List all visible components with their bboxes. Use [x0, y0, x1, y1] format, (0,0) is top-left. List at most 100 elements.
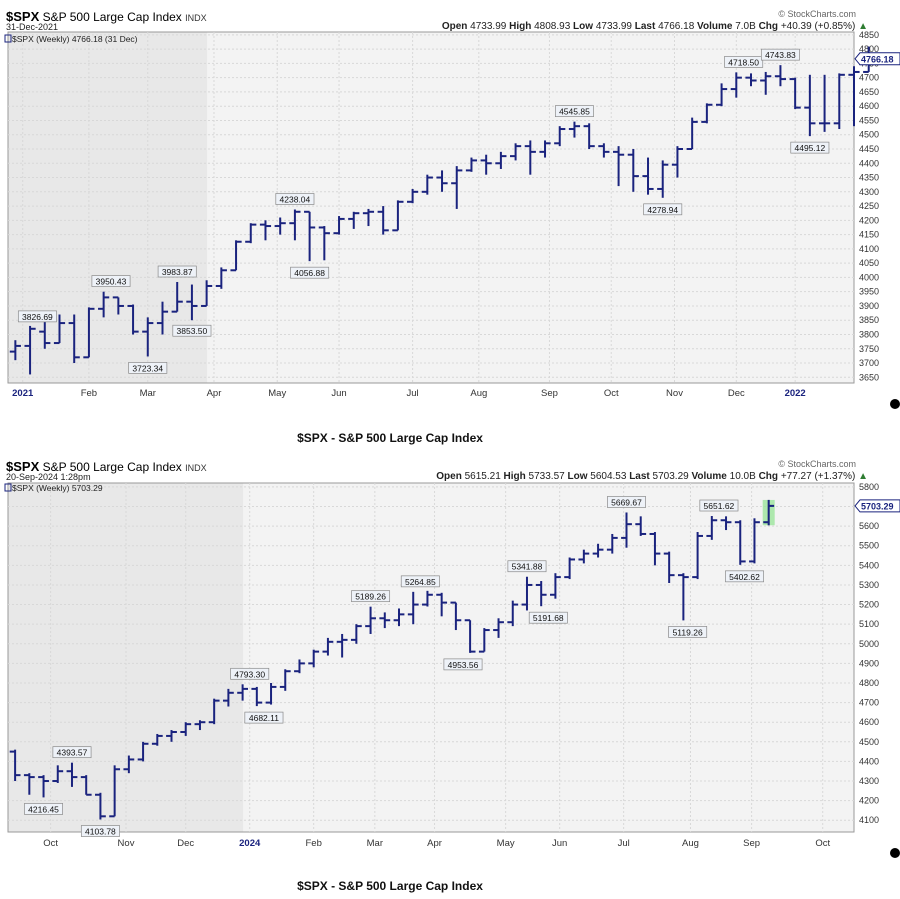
ohlc-bar: [304, 210, 316, 262]
price-annotation: 5119.26: [668, 626, 708, 638]
annotation-label: 5669.67: [611, 497, 642, 507]
y-tick-label: 3650: [859, 372, 879, 382]
legend-icon: [4, 34, 12, 43]
ohlc-bar: [642, 157, 654, 195]
last-price-tag: 5703.29: [854, 499, 900, 513]
y-tick-label: 3700: [859, 358, 879, 368]
ohlc-bar: [720, 516, 732, 531]
last-price-label: 4766.18: [861, 54, 894, 64]
ohlc-bar: [436, 170, 448, 192]
ohlc-bar: [760, 71, 772, 95]
ohlc-bar: [123, 755, 135, 774]
price-annotation: 3950.43: [91, 275, 131, 287]
y-tick-label: 4050: [859, 258, 879, 268]
ohlc-bar: [333, 216, 345, 235]
last-price-tag: 4766.18: [854, 52, 900, 66]
annotation-label: 4103.78: [85, 826, 116, 836]
x-tick-label: Aug: [470, 388, 487, 399]
x-tick-label: Dec: [728, 388, 745, 399]
x-tick-label: Jul: [618, 838, 630, 849]
ohlc-bar: [749, 518, 760, 564]
annotation-label: 5119.26: [673, 627, 703, 637]
ohlc-bar: [80, 775, 92, 796]
ohlc-bar: [539, 140, 551, 158]
annotation-label: 4278.94: [647, 205, 678, 215]
ohlc-bar: [127, 304, 139, 335]
price-annotation: 5651.62: [699, 499, 739, 512]
y-tick-label: 4200: [859, 215, 879, 225]
symbol[interactable]: $SPX: [6, 459, 40, 474]
price-annotation: 4056.88: [290, 266, 330, 279]
annotation-box: [607, 496, 646, 508]
ohlc-bar: [230, 240, 242, 272]
y-tick-label: 4500: [859, 130, 879, 140]
annotation-box: [760, 48, 800, 61]
y-tick-label: 5800: [859, 482, 879, 492]
price-annotation: 4103.78: [80, 825, 120, 837]
ohlc-bar: [350, 624, 362, 644]
price-chart-2021[interactable]: 3650 3700 3750 3800 3850 3900 3950 4000 4050 4100…: [0, 0, 900, 420]
price-annotation: 4793.30: [230, 667, 270, 680]
x-tick-label: May: [268, 388, 286, 399]
last-price-box: [854, 52, 900, 66]
annotation-label: 5191.68: [533, 613, 564, 623]
ohlc-bar: [39, 320, 51, 349]
y-tick-label: 5000: [859, 639, 879, 649]
x-tick-label: 2022: [785, 388, 806, 399]
y-tick-label: 3800: [859, 329, 879, 339]
annotation-label: 4238.04: [280, 194, 311, 204]
price-chart-2024[interactable]: 4100 4200 4300 4400 4500 4600 4700 4800 4900 5000…: [0, 450, 900, 870]
x-tick-label: Nov: [666, 388, 683, 399]
ohlc-bar: [251, 686, 263, 707]
ohlc-bar: [245, 223, 257, 244]
annotation-box: [668, 626, 708, 638]
price-annotation: 4216.45: [24, 803, 63, 815]
y-tick-label: 4350: [859, 173, 879, 183]
ohlc-bar: [265, 682, 277, 705]
ohlc-bar: [451, 166, 463, 209]
ohlc-bar: [592, 543, 604, 558]
x-tick-label: Apr: [207, 388, 222, 399]
chart-caption: $SPX - S&P 500 Large Cap Index: [297, 879, 483, 893]
ohlc-readout: Open 4733.99 High 4808.93 Low 4733.99 La…: [441, 21, 868, 32]
ohlc-bar: [524, 140, 536, 175]
ohlc-bar: [365, 606, 376, 634]
y-tick-label: 5600: [859, 521, 879, 531]
y-tick-label: 3750: [859, 344, 879, 354]
ohlc-bar: [215, 267, 227, 289]
y-tick-label: 4400: [859, 756, 879, 766]
y-tick-label: 5300: [859, 580, 879, 590]
ohlc-bar: [156, 301, 169, 335]
ohlc-bar: [112, 296, 124, 315]
ohlc-bar: [421, 174, 433, 195]
ohlc-bar: [348, 211, 360, 229]
annotation-box: [699, 499, 739, 512]
index-name: S&P 500 Large Cap Index: [42, 460, 182, 474]
price-annotation: 4953.56: [443, 658, 483, 671]
ohlc-bar: [23, 773, 35, 795]
series-legend: $SPX (Weekly) 4766.18 (31 Dec): [12, 34, 138, 44]
ohlc-bar: [186, 284, 198, 321]
symbol[interactable]: $SPX: [6, 9, 40, 24]
scroll-dot[interactable]: [890, 399, 900, 409]
ohlc-bar: [201, 280, 213, 307]
scroll-dot[interactable]: [890, 848, 900, 858]
ohlc-bar: [465, 157, 478, 172]
price-annotation: 3826.69: [17, 310, 57, 323]
annotation-label: 5341.88: [512, 562, 543, 572]
annotation-label: 3950.43: [96, 277, 127, 287]
ohlc-bar: [237, 684, 249, 701]
exchange: INDX: [185, 463, 207, 473]
ohlc-bar: [66, 762, 78, 787]
price-annotation: 4545.85: [555, 105, 594, 117]
annotation-box: [91, 275, 131, 287]
chart-caption: $SPX - S&P 500 Large Cap Index: [297, 431, 483, 445]
ohlc-bar: [52, 765, 64, 783]
ohlc-bar: [535, 581, 547, 607]
ohlc-bar: [510, 143, 522, 161]
annotation-box: [643, 203, 683, 216]
ohlc-bar: [436, 592, 448, 617]
chart-date: 31-Dec-2021: [6, 22, 59, 32]
annotation-box: [555, 105, 594, 117]
price-annotation: 3983.87: [157, 265, 197, 278]
